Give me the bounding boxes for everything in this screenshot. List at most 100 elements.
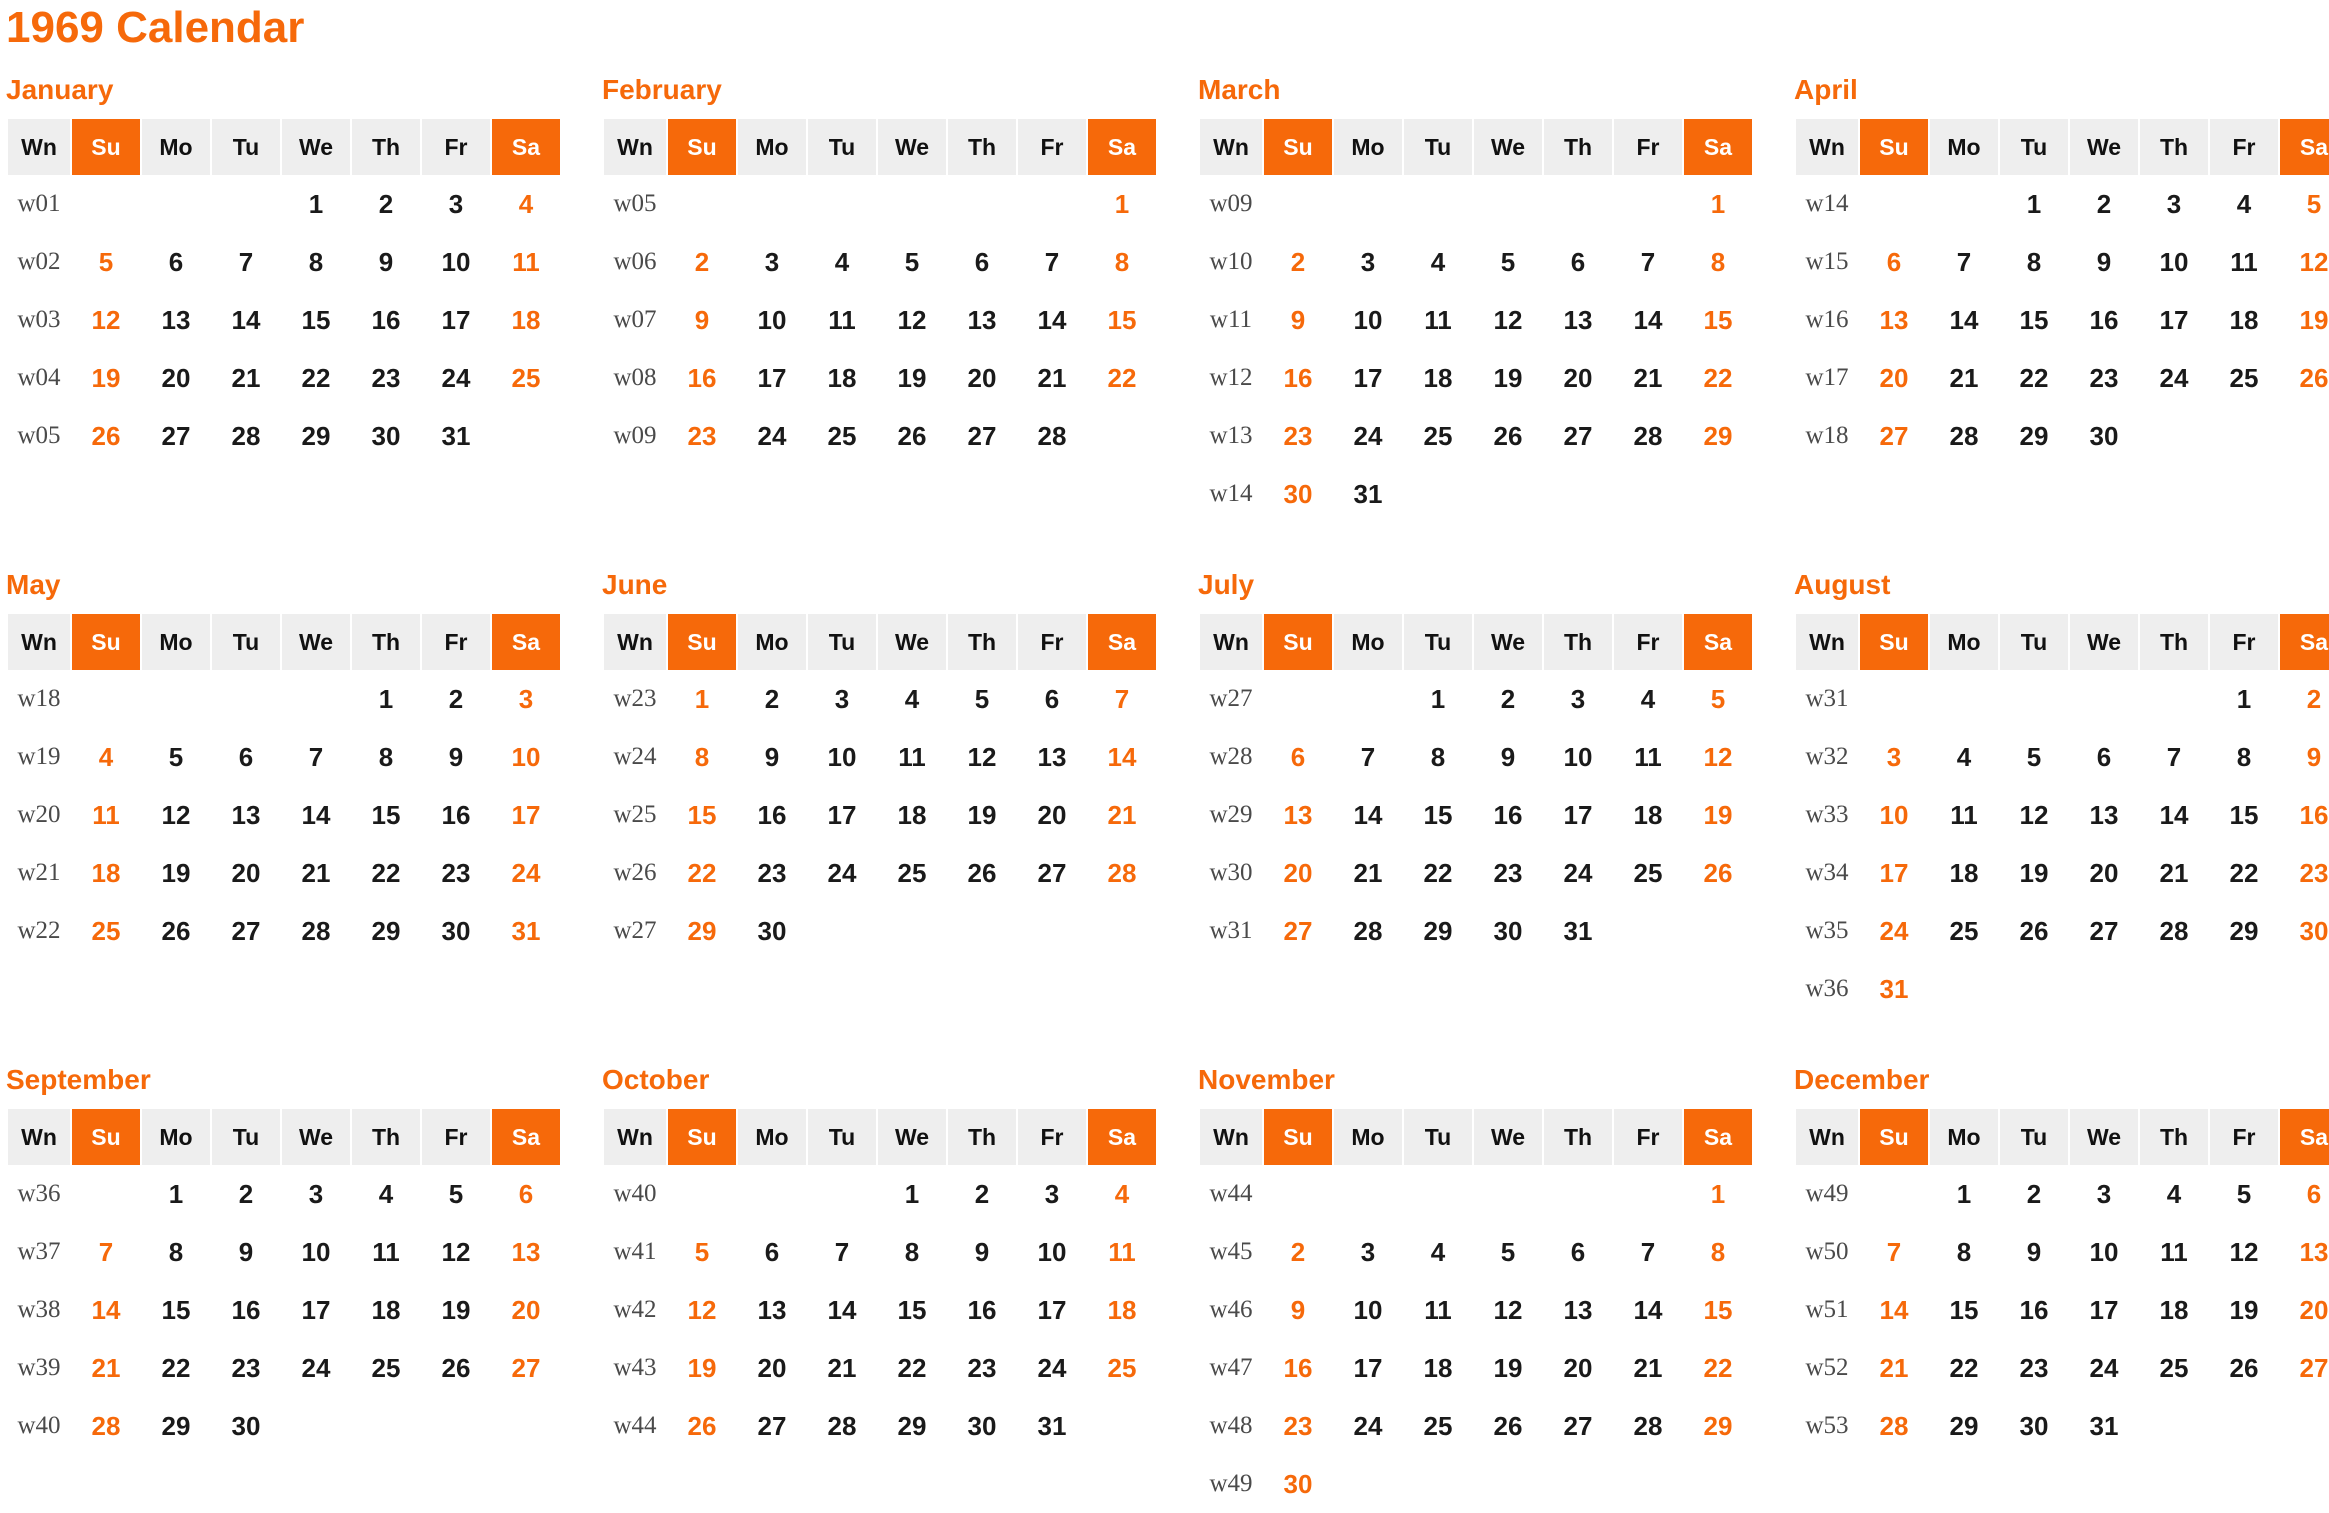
day-cell: 24 xyxy=(301,1352,331,1383)
empty-day-cell xyxy=(72,670,140,728)
day-cell: 10 xyxy=(2159,246,2189,277)
day-cell: 11 xyxy=(512,246,540,277)
day-cell: 21 xyxy=(1879,1352,1909,1383)
day-cell: 27 xyxy=(231,915,261,946)
weekday-header-mo: Mo xyxy=(1930,1109,1998,1165)
day-cell: 1 xyxy=(1114,188,1130,219)
weekday-header-su: Su xyxy=(72,614,140,670)
weekday-header-sa: Sa xyxy=(492,1109,560,1165)
week-number: w46 xyxy=(1209,1296,1253,1323)
week-row: w05 1 xyxy=(604,175,1156,233)
weekday-header-tu: Tu xyxy=(2000,614,2068,670)
week-number: w25 xyxy=(613,801,657,828)
week-number: w14 xyxy=(1805,190,1849,217)
week-row: w38 14 15 16 17 18 19 20 xyxy=(8,1281,560,1339)
week-row: w06 2 3 4 5 6 7 8 xyxy=(604,233,1156,291)
weekday-header-we: We xyxy=(282,614,350,670)
day-cell: 25 xyxy=(1423,1410,1453,1441)
day-cell: 16 xyxy=(1493,799,1523,830)
empty-day-cell xyxy=(1474,465,1542,523)
month-march: March Wn Su Mo Tu We Th Fr Sa w09 1 w10 2 3 4 5 6 7 8 w11 9 1… xyxy=(1198,76,1754,523)
day-cell: 15 xyxy=(1107,304,1137,335)
day-cell: 30 xyxy=(1283,1468,1313,1499)
weekday-header-wn: Wn xyxy=(1796,1109,1858,1165)
weekday-header-su: Su xyxy=(72,119,140,175)
day-cell: 17 xyxy=(511,799,541,830)
empty-day-cell xyxy=(2280,1397,2329,1455)
month-december: December Wn Su Mo Tu We Th Fr Sa w49 1 2 3 4 5 6 w50 7 8 9 1… xyxy=(1794,1066,2329,1455)
day-cell: 9 xyxy=(2306,741,2322,772)
day-cell: 29 xyxy=(897,1410,927,1441)
day-cell: 1 xyxy=(308,188,324,219)
month-table: Wn Su Mo Tu We Th Fr Sa w27 1 2 3 4 5 w28 6 7 8 9 10 11 12 w29… xyxy=(1198,614,1754,960)
day-cell: 27 xyxy=(1037,857,1067,888)
day-cell: 14 xyxy=(2159,799,2189,830)
day-cell: 15 xyxy=(2229,799,2259,830)
day-cell: 30 xyxy=(231,1410,261,1441)
day-cell: 18 xyxy=(91,857,121,888)
day-cell: 8 xyxy=(308,246,324,277)
day-cell: 27 xyxy=(1563,1410,1593,1441)
day-cell: 7 xyxy=(1886,1236,1902,1267)
week-number: w51 xyxy=(1805,1296,1849,1323)
day-cell: 10 xyxy=(827,741,857,772)
day-cell: 27 xyxy=(2089,915,2119,946)
week-number: w09 xyxy=(613,422,657,449)
day-cell: 19 xyxy=(2299,304,2329,335)
weekday-header-we: We xyxy=(878,119,946,175)
month-title: January xyxy=(6,74,114,105)
day-cell: 24 xyxy=(1879,915,1909,946)
day-cell: 21 xyxy=(301,857,331,888)
day-cell: 9 xyxy=(1290,1294,1306,1325)
month-table: Wn Su Mo Tu We Th Fr Sa w14 1 2 3 4 5 w15 6 7 8 9 10 11 12 w16… xyxy=(1794,119,2329,465)
day-cell: 23 xyxy=(2299,857,2329,888)
day-cell: 6 xyxy=(518,1178,534,1209)
month-november: November Wn Su Mo Tu We Th Fr Sa w44 1 w45 2 3 4 5 6 7 8 w4… xyxy=(1198,1066,1754,1513)
empty-day-cell xyxy=(1544,465,1612,523)
weekday-header-row: Wn Su Mo Tu We Th Fr Sa xyxy=(8,119,560,175)
week-row: w52 21 22 23 24 25 26 27 xyxy=(1796,1339,2329,1397)
empty-day-cell xyxy=(1860,670,1928,728)
day-cell: 27 xyxy=(757,1410,787,1441)
empty-day-cell xyxy=(1860,1165,1928,1223)
day-cell: 26 xyxy=(1703,857,1733,888)
week-number: w02 xyxy=(17,248,61,275)
weekday-header-th: Th xyxy=(1544,119,1612,175)
day-cell: 4 xyxy=(518,188,534,219)
weekday-header-row: Wn Su Mo Tu We Th Fr Sa xyxy=(1200,614,1752,670)
day-cell: 10 xyxy=(441,246,471,277)
day-cell: 25 xyxy=(1423,420,1453,451)
empty-day-cell xyxy=(1684,902,1752,960)
month-january: January Wn Su Mo Tu We Th Fr Sa w01 1 2 3 4 w02 5 6 7 8 9 10… xyxy=(6,76,562,465)
day-cell: 22 xyxy=(2019,362,2049,393)
day-cell: 7 xyxy=(308,741,324,772)
day-cell: 27 xyxy=(1563,420,1593,451)
day-cell: 7 xyxy=(238,246,254,277)
weekday-header-th: Th xyxy=(1544,614,1612,670)
weekday-header-mo: Mo xyxy=(1930,614,1998,670)
empty-day-cell xyxy=(142,670,210,728)
day-cell: 6 xyxy=(1290,741,1306,772)
day-cell: 3 xyxy=(1886,741,1902,772)
day-cell: 4 xyxy=(98,741,114,772)
week-row: w40 28 29 30 xyxy=(8,1397,560,1455)
day-cell: 26 xyxy=(91,420,121,451)
weekday-header-fr: Fr xyxy=(1018,614,1086,670)
weekday-header-th: Th xyxy=(352,119,420,175)
week-number: w34 xyxy=(1805,859,1849,886)
empty-day-cell xyxy=(1334,1455,1402,1513)
weekday-header-mo: Mo xyxy=(142,119,210,175)
day-cell: 17 xyxy=(757,362,787,393)
day-cell: 29 xyxy=(2019,420,2049,451)
day-cell: 29 xyxy=(687,915,717,946)
week-number: w44 xyxy=(613,1412,657,1439)
day-cell: 13 xyxy=(161,304,191,335)
empty-day-cell xyxy=(878,175,946,233)
week-number: w06 xyxy=(613,248,657,275)
day-cell: 14 xyxy=(1353,799,1383,830)
day-cell: 2 xyxy=(974,1178,990,1209)
month-july: July Wn Su Mo Tu We Th Fr Sa w27 1 2 3 4 5 w28 6 7 8 9 10 11 1… xyxy=(1198,571,1754,960)
week-number: w45 xyxy=(1209,1238,1253,1265)
empty-day-cell xyxy=(1264,175,1332,233)
weekday-header-fr: Fr xyxy=(422,119,490,175)
